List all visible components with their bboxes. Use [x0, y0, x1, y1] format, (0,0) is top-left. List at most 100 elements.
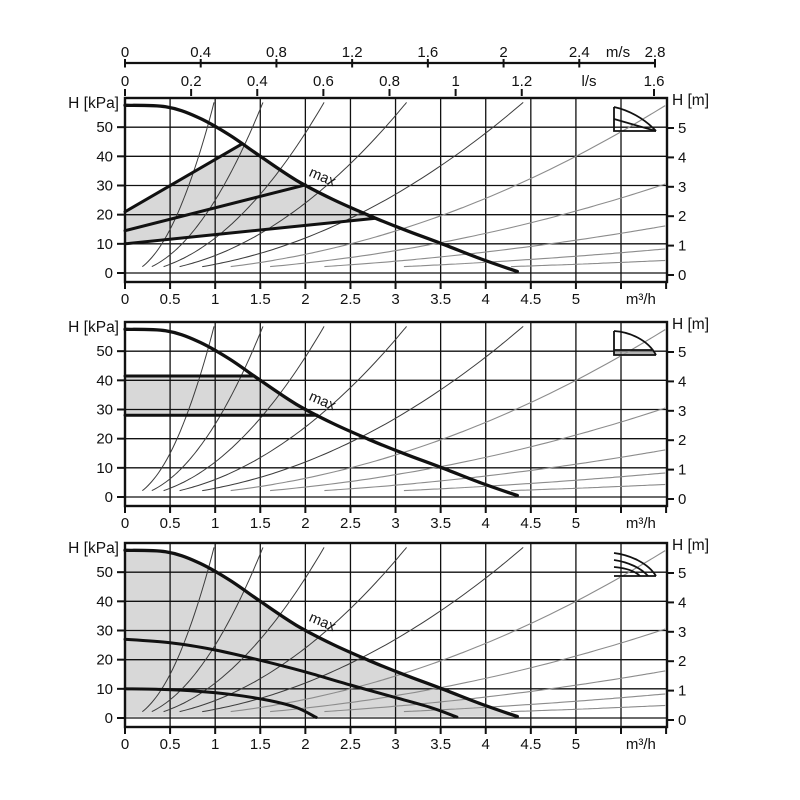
x-tick-label: 2.5	[340, 515, 361, 532]
y-tick-label: 20	[96, 207, 113, 224]
y-tick-label: 20	[96, 431, 113, 448]
y-axis-label-kpa: H [kPa]	[68, 319, 119, 336]
velocity-tick-label: 2.4	[569, 44, 590, 61]
x-tick-label: 5	[572, 736, 580, 753]
system-curve	[403, 248, 666, 268]
y-tick-label: 3	[678, 179, 686, 196]
liters-per-second-tick-label: 1.6	[644, 73, 665, 90]
max-curve-annotation: max	[307, 389, 339, 415]
velocity-tick-label: 0	[121, 44, 129, 61]
liters-per-second-unit-label: l/s	[582, 73, 597, 90]
x-axis-unit-label: m³/h	[626, 291, 656, 308]
liters-per-second-tick-label: 1	[451, 73, 459, 90]
system-curve	[403, 472, 666, 492]
system-curve	[179, 326, 407, 492]
constant-curve-icon	[613, 552, 657, 577]
x-tick-label: 3	[391, 291, 399, 308]
top-scales: 0 0.4 0.8 1.2 1.6 2 2.4 2.8 m/s 0 0.2 0.4 0.6 0.8 1 1.2…	[121, 44, 666, 96]
system-curve	[270, 407, 666, 492]
velocity-tick-label: 2	[499, 44, 507, 61]
y-tick-label: 5	[678, 565, 686, 582]
chart-1-proportional-pressure: 0 10 20 30 40 50 H [kPa] 0 1 2 3 4 5 H [m] 0 0.5 1 1.5 2 2.…	[68, 92, 709, 308]
y-tick-label: 0	[105, 489, 113, 506]
liters-per-second-tick-label: 1.2	[511, 73, 532, 90]
series-prop-setting-high	[123, 142, 244, 214]
series-prop-setting-mid	[123, 183, 307, 233]
x-tick-label: 4.5	[520, 736, 541, 753]
y-tick-label: 50	[96, 564, 113, 581]
x-axis-unit-label: m³/h	[626, 515, 656, 532]
x-tick-label: 5	[572, 291, 580, 308]
y-tick-label: 0	[678, 267, 686, 284]
y-tick-label: 10	[96, 236, 113, 253]
y-tick-label: 4	[678, 149, 686, 166]
velocity-tick-label: 2.8	[645, 44, 666, 61]
y-tick-label: 40	[96, 593, 113, 610]
y-tick-label: 10	[96, 681, 113, 698]
x-tick-label: 0	[121, 515, 129, 532]
liters-per-second-tick-label: 0.6	[313, 73, 334, 90]
y-tick-label: 0	[678, 712, 686, 729]
x-tick-label: 4.5	[520, 515, 541, 532]
y-tick-label: 40	[96, 372, 113, 389]
y-tick-label: 1	[678, 462, 686, 479]
x-tick-label: 0.5	[160, 736, 181, 753]
x-tick-label: 2	[301, 291, 309, 308]
max-curve-annotation: max	[307, 165, 339, 191]
y-tick-label: 5	[678, 344, 686, 361]
y-tick-label: 1	[678, 683, 686, 700]
liters-per-second-tick-label: 0	[121, 73, 129, 90]
series-speed-ii-curve	[123, 637, 459, 719]
y-axis-label-m: H [m]	[672, 92, 709, 109]
system-curve	[141, 547, 215, 712]
series-max-curve	[123, 103, 519, 274]
system-curve	[270, 628, 666, 713]
y-tick-label: 50	[96, 343, 113, 360]
system-curve	[163, 102, 325, 268]
series-prop-setting-low	[123, 216, 378, 246]
system-curve	[403, 693, 666, 713]
constant-pressure-icon	[613, 330, 657, 356]
x-tick-label: 0.5	[160, 515, 181, 532]
system-curve	[230, 105, 666, 268]
velocity-tick-label: 1.2	[342, 44, 363, 61]
x-tick-label: 4.5	[520, 291, 541, 308]
system-curve	[230, 550, 666, 713]
system-curve	[163, 326, 325, 492]
y-axis-m: 0 1 2 3 4 5 H [m]	[667, 537, 709, 729]
liters-per-second-tick-label: 0.2	[181, 73, 202, 90]
x-tick-label: 0.5	[160, 291, 181, 308]
x-tick-label: 1	[211, 515, 219, 532]
x-tick-label: 4	[482, 736, 490, 753]
y-tick-label: 30	[96, 623, 113, 640]
x-tick-label: 0	[121, 736, 129, 753]
y-axis-label-kpa: H [kPa]	[68, 540, 119, 557]
x-tick-label: 0	[121, 291, 129, 308]
velocity-tick-label: 1.6	[417, 44, 438, 61]
series-speed-i-curve	[123, 687, 318, 719]
system-curve	[511, 483, 666, 492]
y-tick-label: 0	[678, 491, 686, 508]
x-tick-label: 1.5	[250, 515, 271, 532]
x-tick-label: 4	[482, 515, 490, 532]
x-tick-label: 4	[482, 291, 490, 308]
y-tick-label: 0	[105, 710, 113, 727]
proportional-pressure-icon	[613, 106, 657, 132]
y-tick-label: 3	[678, 624, 686, 641]
y-tick-label: 4	[678, 594, 686, 611]
y-axis-m: 0 1 2 3 4 5 H [m]	[667, 92, 709, 284]
liters-per-second-tick-label: 0.8	[379, 73, 400, 90]
y-tick-label: 2	[678, 208, 686, 225]
operating-range-shading	[125, 550, 518, 717]
system-curve	[141, 326, 215, 491]
chart-3-constant-curve: 0 10 20 30 40 50 H [kPa] 0 1 2 3 4 5 H [m] 0 0.5 1 1.5 2 2.…	[68, 537, 709, 753]
x-tick-label: 1.5	[250, 291, 271, 308]
system-curve	[270, 183, 666, 268]
x-tick-label: 2	[301, 736, 309, 753]
velocity-unit-label: m/s	[606, 44, 630, 61]
max-curve-annotation: max	[307, 610, 339, 636]
x-axis-m3h: 0 0.5 1 1.5 2 2.5 3 3.5 4 4.5 5 m³/h	[121, 506, 668, 532]
chart-2-constant-pressure: 0 10 20 30 40 50 H [kPa] 0 1 2 3 4 5 H [m] 0 0.5 1 1.5 2 2.…	[68, 316, 709, 532]
x-axis-unit-label: m³/h	[626, 736, 656, 753]
